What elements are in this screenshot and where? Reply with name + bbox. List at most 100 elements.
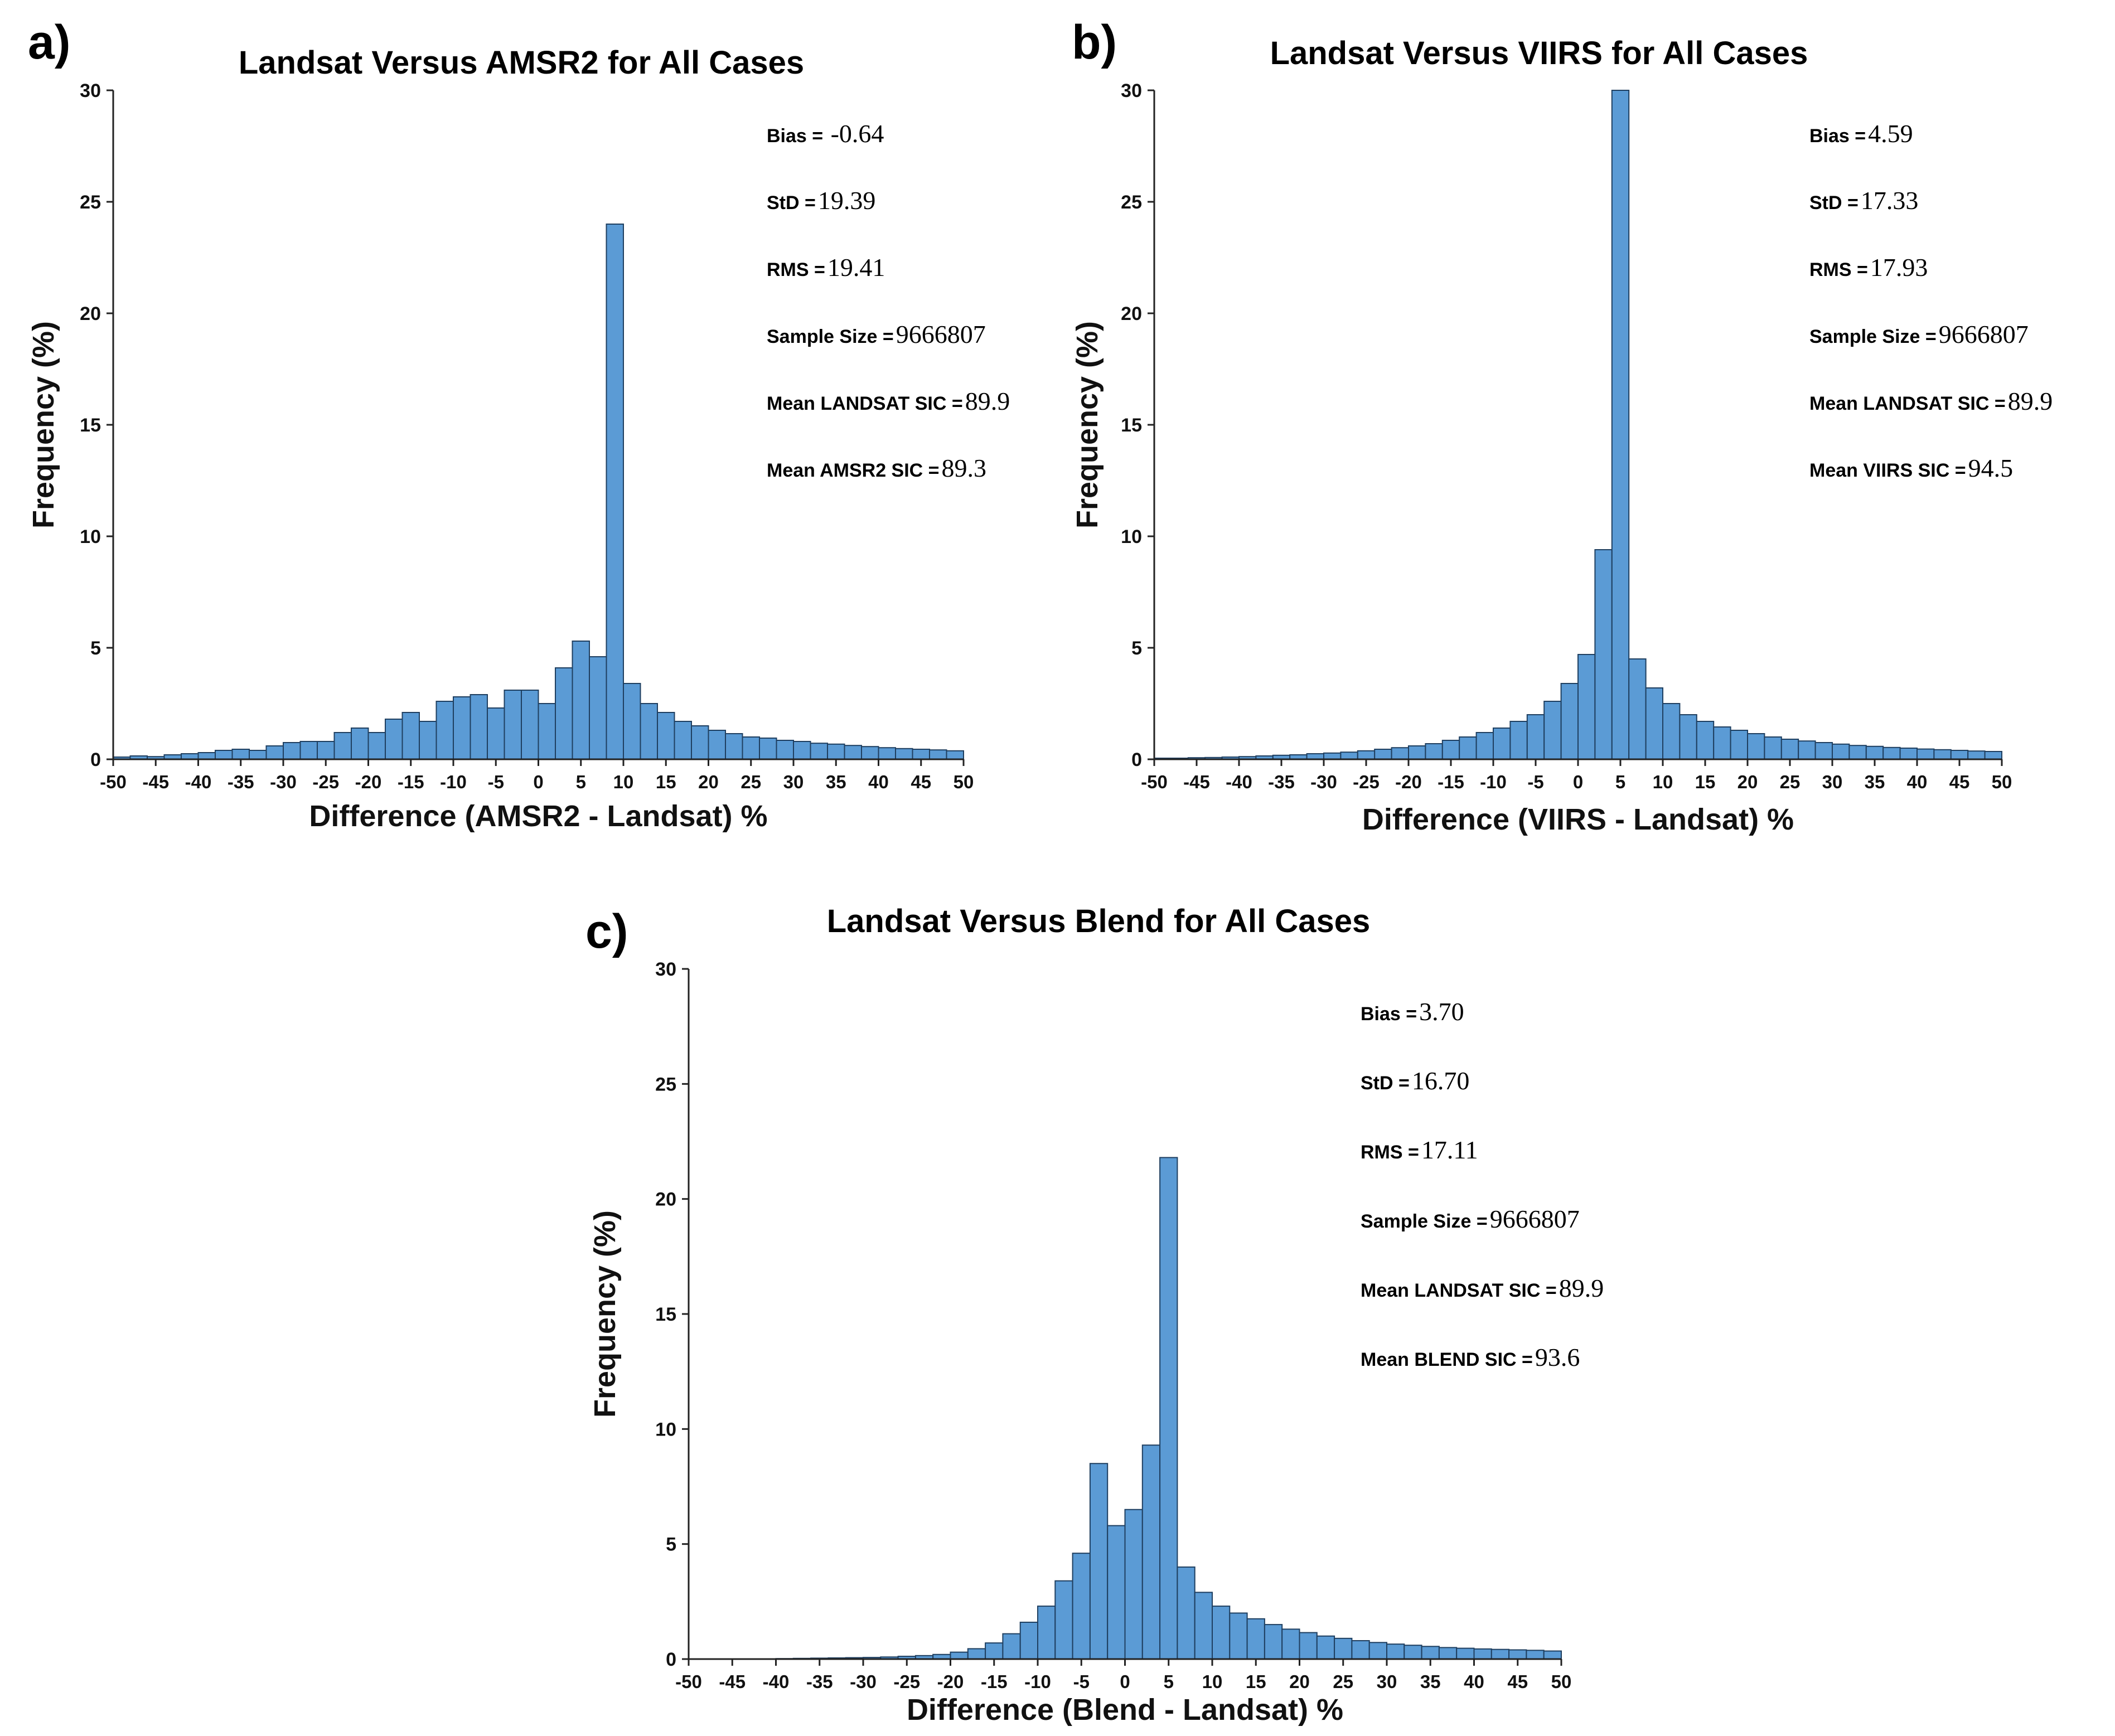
bar — [1645, 687, 1664, 760]
bar — [333, 732, 352, 760]
panel-letter: c) — [585, 905, 628, 958]
stat-key: Bias = — [1361, 1003, 1417, 1025]
bar — [1194, 1592, 1213, 1660]
stat-key: Bias = — [767, 125, 829, 147]
bar — [1899, 748, 1918, 760]
y-tick-label: 5 — [666, 1534, 676, 1555]
bar — [878, 747, 896, 760]
bar — [1323, 752, 1342, 760]
x-tick-label: 10 — [1202, 1671, 1223, 1692]
stat-value: 9666807 — [1490, 1205, 1580, 1233]
stat-key: Sample Size = — [1809, 326, 1937, 347]
x-tick-label: -45 — [719, 1671, 746, 1692]
x-tick-label: 10 — [613, 772, 634, 792]
stat-annotation: Mean AMSR2 SIC =89.3 — [767, 454, 986, 482]
bar — [504, 690, 522, 760]
chart-panel-b: b) Landsat Versus VIIRS for All Cases 0 5 10… — [1071, 16, 2053, 836]
bar — [1594, 549, 1613, 760]
x-tick-label: -35 — [228, 772, 254, 792]
bar — [1882, 746, 1901, 760]
bar — [1374, 749, 1392, 760]
x-tick-label: -35 — [806, 1671, 833, 1692]
x-tick-label: 0 — [1120, 1671, 1130, 1692]
x-tick-label: 35 — [826, 772, 846, 792]
stat-annotation: RMS =17.11 — [1361, 1136, 1478, 1164]
y-axis-label: Frequency (%) — [588, 1210, 622, 1418]
stat-value: -0.64 — [831, 119, 884, 148]
stat-annotation: Mean LANDSAT SIC =89.9 — [767, 387, 1010, 415]
x-tick-label: 20 — [698, 772, 719, 792]
stat-annotation: Sample Size =9666807 — [1809, 320, 2029, 348]
bar — [1177, 1566, 1196, 1660]
x-tick-label: -20 — [1395, 772, 1422, 792]
bar — [197, 752, 216, 760]
x-tick-label: -5 — [1073, 1671, 1090, 1692]
bar — [1475, 732, 1494, 760]
stat-value: 17.11 — [1421, 1136, 1478, 1164]
stat-key: StD = — [1361, 1073, 1410, 1094]
stat-annotation: StD =19.39 — [767, 186, 875, 215]
bar — [521, 690, 539, 760]
chart-title: Landsat Versus AMSR2 for All Cases — [239, 45, 804, 81]
bar — [453, 696, 471, 760]
bar — [1560, 683, 1579, 760]
stat-key: RMS = — [1809, 259, 1868, 280]
stat-annotation: StD =16.70 — [1361, 1066, 1469, 1095]
bar — [1299, 1632, 1318, 1660]
x-tick-label: 25 — [1780, 772, 1801, 792]
bar — [1054, 1580, 1073, 1660]
y-tick-label: 0 — [1131, 749, 1142, 770]
x-tick-label: 10 — [1653, 772, 1673, 792]
x-tick-label: 35 — [1420, 1671, 1441, 1692]
x-tick-label: 50 — [1992, 772, 2012, 792]
bar — [1408, 745, 1426, 760]
x-tick-label: 25 — [1333, 1671, 1353, 1692]
bar — [1072, 1553, 1091, 1660]
x-tick-label: 40 — [868, 772, 889, 792]
bar — [1950, 750, 1969, 760]
y-tick-label: 15 — [655, 1304, 676, 1325]
bar — [317, 741, 335, 760]
y-tick-label: 20 — [1121, 303, 1142, 324]
bar — [1340, 751, 1358, 760]
x-tick-label: -5 — [488, 772, 504, 792]
bar — [895, 748, 913, 760]
bar — [1984, 751, 2003, 760]
bar — [1229, 1612, 1248, 1660]
bar — [1357, 750, 1376, 760]
bar — [1473, 1648, 1492, 1660]
panel-letter: b) — [1072, 16, 1117, 69]
x-tick-label: -40 — [1226, 772, 1252, 792]
bar — [1967, 750, 1986, 760]
bar — [912, 749, 930, 760]
bar — [299, 741, 318, 760]
x-tick-label: -50 — [675, 1671, 702, 1692]
chart-panel-c: c) Landsat Versus Blend for All Cases 0 5 10… — [585, 903, 1604, 1727]
bar — [1281, 1628, 1300, 1660]
x-tick-label: -30 — [850, 1671, 877, 1692]
bar — [1543, 701, 1562, 760]
stat-key: StD = — [767, 192, 816, 214]
stat-value: 9666807 — [896, 320, 986, 348]
bar — [1438, 1647, 1458, 1660]
bar — [640, 703, 658, 760]
bar — [1865, 745, 1884, 760]
bar — [1391, 747, 1410, 760]
bar — [401, 712, 420, 760]
x-tick-label: 50 — [1551, 1671, 1572, 1692]
bar — [435, 701, 454, 760]
bar — [1002, 1633, 1021, 1660]
x-tick-label: -10 — [1024, 1671, 1051, 1692]
x-axis-label: Difference (AMSR2 - Landsat) % — [309, 799, 767, 833]
x-axis-label: Difference (Blend - Landsat) % — [907, 1693, 1343, 1727]
stat-annotation: Mean BLEND SIC =93.6 — [1361, 1343, 1580, 1371]
bar — [725, 733, 743, 760]
y-tick-label: 30 — [1121, 80, 1142, 101]
x-tick-label: -20 — [355, 772, 382, 792]
bar — [985, 1642, 1004, 1660]
x-tick-label: -10 — [1480, 772, 1507, 792]
x-tick-label: 30 — [1377, 1671, 1397, 1692]
bar — [1543, 1650, 1562, 1660]
y-tick-label: 30 — [80, 80, 101, 101]
